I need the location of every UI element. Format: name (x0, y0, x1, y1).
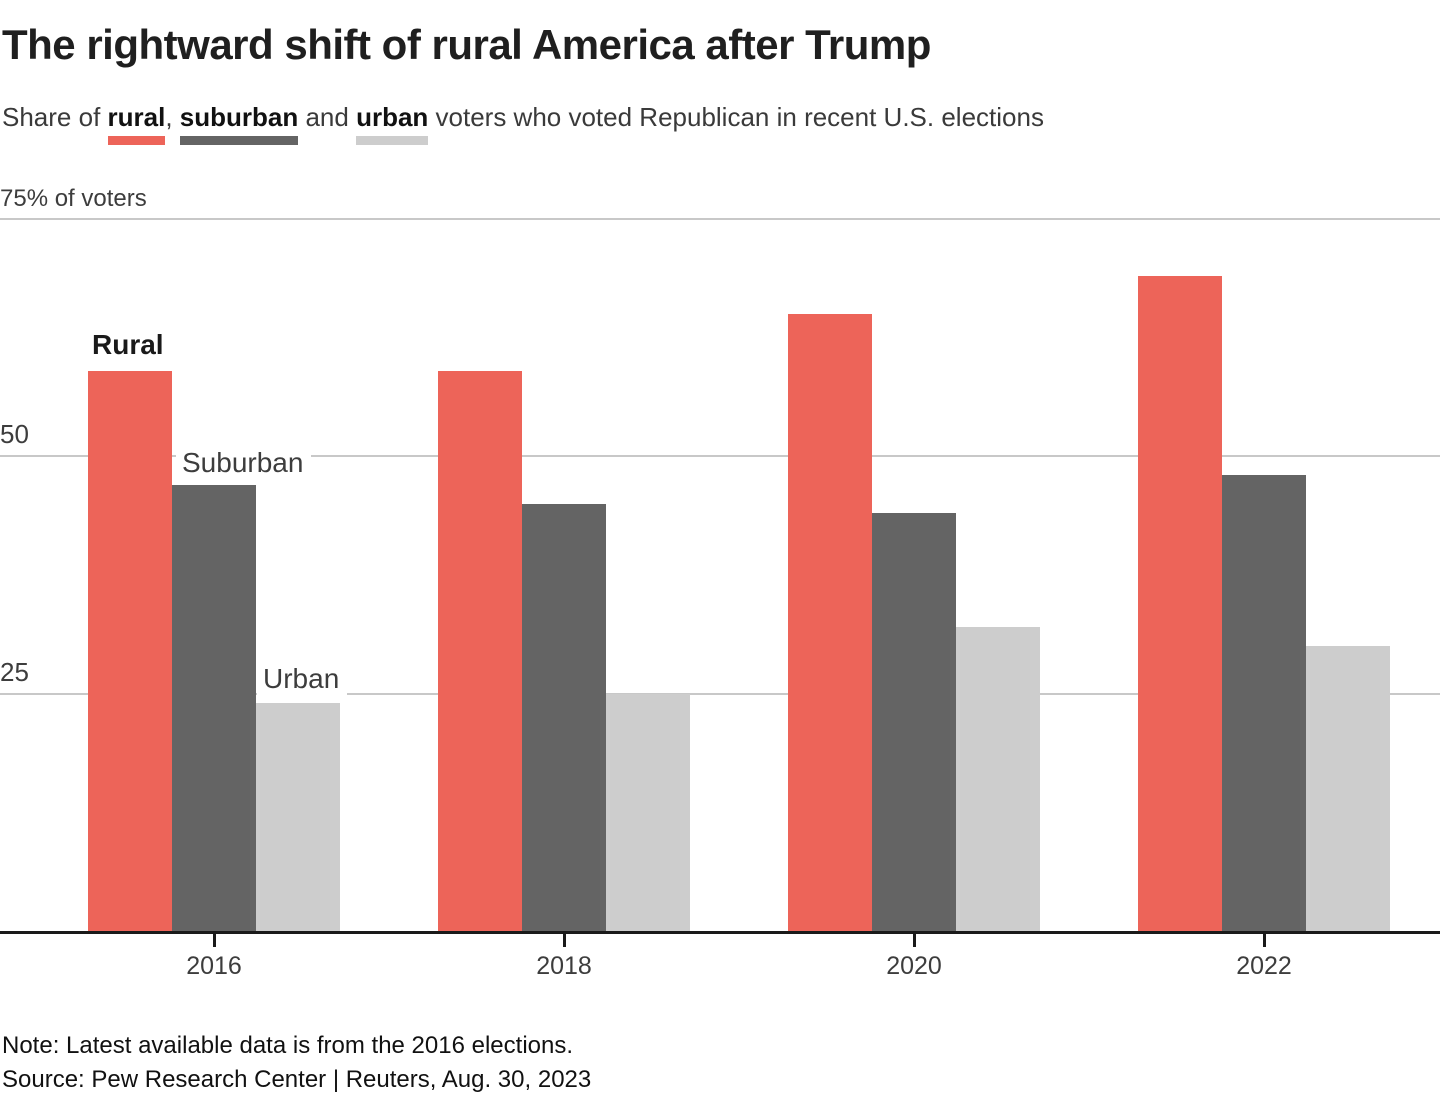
subtitle-text: Share of (2, 102, 108, 132)
y-axis-top-label: 75% of voters (0, 185, 147, 212)
x-tick-2020 (913, 934, 916, 947)
gridline-75 (0, 218, 1440, 220)
bar-urban-2018 (606, 694, 690, 931)
bar-suburban-2016 (172, 485, 256, 931)
chart-subtitle: Share of rural, suburban and urban voter… (2, 102, 1044, 145)
footnote: Note: Latest available data is from the … (2, 1032, 574, 1059)
bar-urban-2020 (956, 627, 1040, 931)
subtitle-keyword-suburban: suburban (179, 104, 299, 145)
y-tick-label-50: 50 (0, 419, 29, 449)
x-axis-line (0, 931, 1440, 934)
series-label-suburban: Suburban (176, 447, 312, 479)
gridline-25 (0, 693, 1440, 695)
series-label-urban: Urban (257, 663, 348, 695)
x-tick-label-2018: 2018 (536, 952, 592, 980)
bar-suburban-2022 (1222, 475, 1306, 931)
bar-suburban-2018 (522, 504, 606, 931)
subtitle-text: and (298, 102, 357, 132)
x-tick-2018 (563, 934, 566, 947)
subtitle-text: voters who voted Republican in recent U.… (428, 102, 1044, 132)
subtitle-keyword-urban: urban (356, 104, 429, 145)
bar-rural-2016 (88, 371, 172, 931)
x-tick-label-2022: 2022 (1236, 952, 1292, 980)
x-tick-2022 (1263, 934, 1266, 947)
bar-rural-2020 (788, 314, 872, 931)
bar-rural-2022 (1138, 276, 1222, 931)
x-tick-2016 (213, 934, 216, 947)
bar-suburban-2020 (872, 513, 956, 931)
series-label-rural: Rural (86, 329, 172, 361)
y-tick-label-25: 25 (0, 657, 29, 687)
gridline-50 (0, 455, 1440, 457)
subtitle-text: , (165, 102, 180, 132)
subtitle-keyword-rural: rural (107, 104, 166, 145)
x-tick-label-2016: 2016 (186, 952, 242, 980)
bar-urban-2022 (1306, 646, 1390, 931)
bar-rural-2018 (438, 371, 522, 931)
x-tick-label-2020: 2020 (886, 952, 942, 980)
bar-urban-2016 (256, 703, 340, 931)
source-line: Source: Pew Research Center | Reuters, A… (2, 1066, 592, 1093)
chart-title: The rightward shift of rural America aft… (2, 21, 931, 68)
